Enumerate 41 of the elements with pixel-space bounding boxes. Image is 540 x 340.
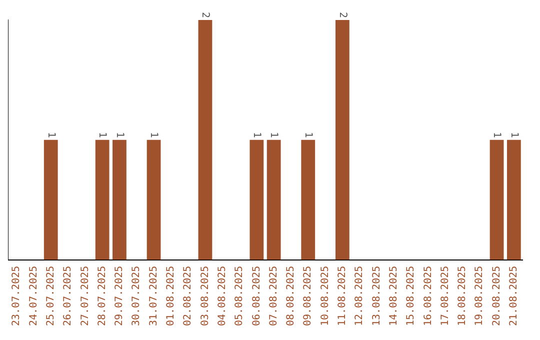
data-label: 1	[148, 132, 160, 138]
x-tick-label: 30.07.2025	[131, 266, 142, 326]
x-tick-label: 27.07.2025	[80, 266, 91, 326]
x-tick-label: 08.08.2025	[286, 266, 297, 326]
x-tick-label: 25.07.2025	[45, 266, 56, 326]
x-tick-label: 02.08.2025	[182, 266, 194, 326]
x-tick-label: 10.08.2025	[320, 266, 331, 326]
x-tick-label: 13.08.2025	[371, 266, 382, 326]
x-tick-label: 09.08.2025	[302, 266, 314, 326]
data-label: 1	[251, 132, 262, 138]
x-tick-label: 29.07.2025	[114, 266, 126, 326]
x-tick-label: 15.08.2025	[406, 266, 417, 326]
x-tick-label: 01.08.2025	[166, 266, 177, 326]
x-tick-label: 16.08.2025	[422, 266, 434, 326]
data-label: 1	[302, 132, 314, 138]
x-tick-label: 19.08.2025	[474, 266, 486, 326]
x-tick-label: 31.07.2025	[148, 266, 160, 326]
x-tick-label: 21.08.2025	[508, 266, 520, 326]
x-tick-label: 28.07.2025	[96, 266, 108, 326]
x-tick-label: 17.08.2025	[440, 266, 451, 326]
data-label: 1	[96, 132, 108, 138]
x-tick-label: 20.08.2025	[491, 266, 502, 326]
data-label: 1	[491, 132, 502, 138]
x-tick-label: 06.08.2025	[251, 266, 262, 326]
data-label: 2	[200, 12, 211, 18]
x-tick-label: 04.08.2025	[216, 266, 228, 326]
x-tick-label: 11.08.2025	[337, 266, 348, 326]
data-label: 1	[268, 132, 280, 138]
x-tick-label: 23.07.2025	[11, 266, 22, 326]
x-tick-label: 05.08.2025	[234, 266, 246, 326]
x-tick-label: 07.08.2025	[268, 266, 280, 326]
x-tick-label: 24.07.2025	[28, 266, 40, 326]
data-label: 1	[114, 132, 125, 138]
x-tick-label: 14.08.2025	[388, 266, 400, 326]
data-label: 2	[336, 12, 348, 18]
x-tick-label: 12.08.2025	[354, 266, 366, 326]
x-tick-label: 26.07.2025	[62, 266, 74, 326]
x-tick-label: 18.08.2025	[457, 266, 468, 326]
data-label: 1	[45, 132, 56, 138]
data-label: 1	[508, 132, 520, 138]
x-tick-label: 03.08.2025	[200, 266, 211, 326]
